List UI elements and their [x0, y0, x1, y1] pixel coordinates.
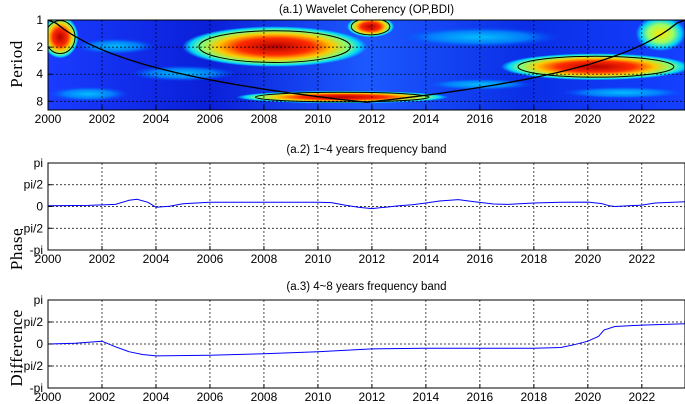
x-tick-label: 2020	[574, 390, 601, 404]
x-tick-label: 2014	[413, 252, 440, 266]
x-tick-label: 2020	[574, 112, 601, 126]
coherency-x-ticks: 2000 2002 2004 2006 2008 2010 2012 2014 2016 2018…	[35, 106, 655, 126]
y-tick-label: pi/2	[24, 315, 44, 329]
ylabel-phase: Phase	[7, 228, 26, 270]
coherence-region	[182, 26, 368, 67]
phase-1-4-x-ticks: 2000 2002 2004 2006 2008 2010 2012 2014 2016 2018…	[35, 246, 655, 266]
significance-contour	[48, 20, 76, 55]
coherence-region	[500, 53, 685, 81]
phase-4-8-x-ticks: 2000 2002 2004 2006 2008 2010 2012 2014 2016 2018…	[35, 384, 655, 404]
y-tick-label: -pi/2	[20, 221, 44, 235]
x-tick-label: 2010	[305, 390, 332, 404]
y-tick-label: -pi	[30, 381, 43, 395]
phase-4-8-line	[47, 323, 685, 357]
x-tick-label: 2006	[197, 390, 224, 404]
coherency-y-ticks: 1 2 4 8	[36, 13, 52, 108]
phase-1-4-y-ticks: pi pi/2 0 -pi/2 -pi	[20, 156, 52, 257]
y-tick-label: 0	[36, 200, 43, 214]
x-tick-label: 2004	[143, 390, 170, 404]
x-tick-label: 2012	[359, 112, 386, 126]
x-tick-label: 2006	[197, 112, 224, 126]
coherency-panel: (a.1) Wavelet Coherency (OP,BDI) 1 2 4 8 20…	[35, 4, 685, 126]
x-tick-label: 2018	[520, 390, 547, 404]
coherency-frame	[47, 19, 685, 111]
y-tick-label: pi	[34, 293, 43, 307]
coherency-title: (a.1) Wavelet Coherency (OP,BDI)	[279, 4, 454, 16]
phase-1-4-grid	[48, 163, 685, 250]
x-tick-label: 2022	[628, 252, 655, 266]
significance-contour	[517, 55, 675, 78]
x-tick-label: 2018	[520, 252, 547, 266]
y-tick-label: 1	[36, 13, 43, 27]
coherence-region	[48, 20, 79, 59]
y-tick-label: 4	[36, 67, 43, 81]
x-tick-label: 2022	[628, 112, 655, 126]
x-tick-label: 2022	[628, 390, 655, 404]
y-tick-label: -pi/2	[20, 359, 44, 373]
phase-panel-4-8: (a.3) 4~8 years frequency band pi pi/2 0 -p…	[20, 281, 685, 404]
phase-1-4-title: (a.2) 1~4 years frequency band	[286, 144, 446, 156]
x-tick-label: 2012	[359, 390, 386, 404]
x-tick-label: 2014	[413, 390, 440, 404]
x-tick-label: 2002	[89, 252, 116, 266]
coherence-region	[236, 90, 449, 104]
x-tick-label: 2008	[251, 112, 278, 126]
significance-contour	[254, 91, 430, 103]
ylabel-period: Period	[7, 40, 26, 87]
x-tick-label: 2004	[143, 252, 170, 266]
phase-4-8-title: (a.3) 4~8 years frequency band	[286, 281, 446, 293]
y-tick-label: 2	[36, 40, 43, 54]
x-tick-label: 2008	[251, 390, 278, 404]
phase-panel-1-4: (a.2) 1~4 years frequency band pi pi/2 0 -p…	[20, 144, 685, 266]
y-tick-label: -pi	[30, 243, 43, 257]
x-tick-label: 2000	[35, 390, 62, 404]
x-tick-label: 2010	[305, 252, 332, 266]
ylabel-difference: Difference	[7, 309, 26, 386]
x-tick-label: 2014	[413, 112, 440, 126]
x-tick-label: 2006	[197, 252, 224, 266]
x-tick-label: 2010	[305, 112, 332, 126]
phase-4-8-grid	[48, 300, 685, 388]
heatmap-texture	[74, 38, 156, 55]
heatmap-texture	[560, 86, 685, 99]
x-tick-label: 2002	[89, 112, 116, 126]
y-tick-label: 8	[36, 94, 43, 108]
x-tick-label: 2000	[35, 112, 62, 126]
x-tick-label: 2000	[35, 252, 62, 266]
coherence-region	[635, 20, 685, 52]
cone-of-influence	[48, 20, 685, 103]
phase-1-4-line	[47, 198, 685, 210]
x-tick-label: 2008	[251, 252, 278, 266]
x-tick-label: 2020	[574, 252, 601, 266]
x-tick-label: 2016	[467, 390, 494, 404]
heatmap-texture	[48, 86, 129, 102]
heatmap-texture	[128, 65, 237, 82]
y-tick-label: pi	[34, 156, 43, 170]
phase-4-8-y-ticks: pi pi/2 0 -pi/2 -pi	[20, 293, 52, 395]
x-tick-label: 2012	[359, 252, 386, 266]
x-tick-label: 2018	[520, 112, 547, 126]
y-tick-label: 0	[36, 337, 43, 351]
significance-contour	[198, 30, 351, 63]
x-tick-label: 2016	[467, 252, 494, 266]
y-tick-label: pi/2	[24, 178, 44, 192]
x-tick-label: 2004	[143, 112, 170, 126]
x-tick-label: 2016	[467, 112, 494, 126]
x-tick-label: 2002	[89, 390, 116, 404]
coherence-region	[347, 20, 395, 38]
significance-contour	[350, 20, 391, 36]
